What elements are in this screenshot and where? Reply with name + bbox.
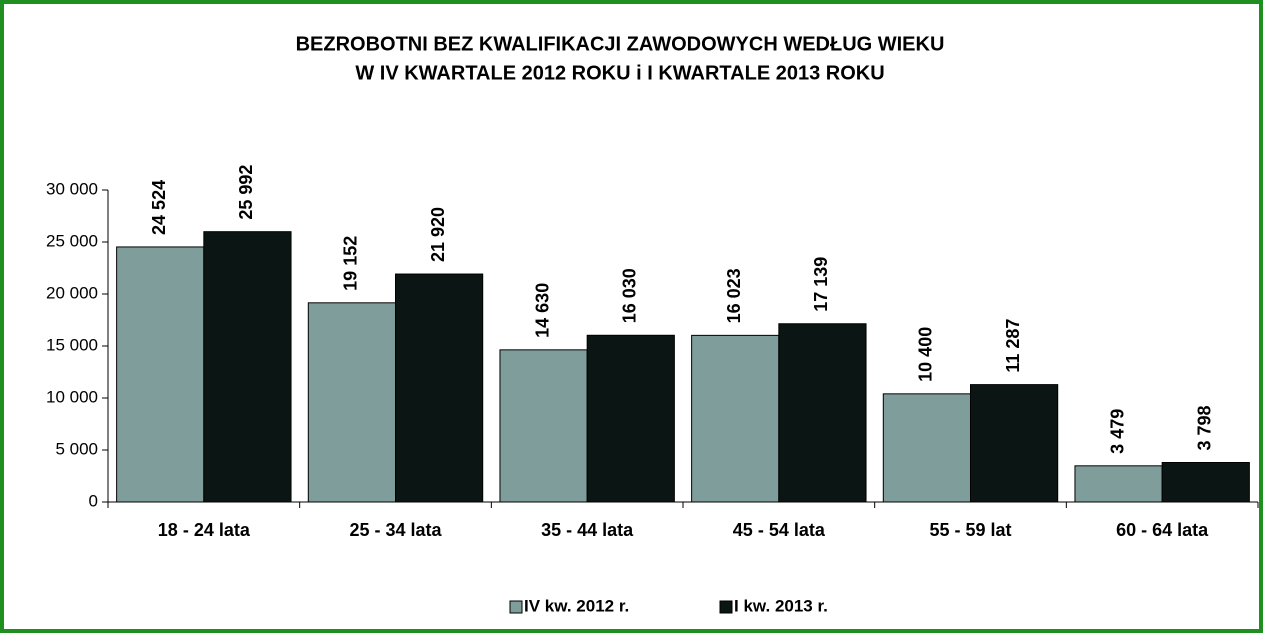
data-label: 25 992: [236, 165, 256, 220]
y-tick-label: 0: [89, 491, 98, 510]
data-label: 3 479: [1107, 409, 1127, 454]
y-tick-label: 25 000: [46, 231, 98, 250]
data-label: 21 920: [428, 207, 448, 262]
chart-title: BEZROBOTNI BEZ KWALIFIKACJI ZAWODOWYCH W…: [296, 33, 945, 55]
x-tick-label: 25 - 34 lata: [349, 520, 442, 540]
bar: [778, 323, 867, 503]
bar: [1161, 462, 1250, 503]
bar: [586, 334, 675, 503]
bar: [691, 334, 780, 503]
bar: [307, 302, 396, 503]
legend-label: IV kw. 2012 r.: [524, 596, 629, 615]
bar: [203, 231, 292, 503]
data-label: 24 524: [149, 180, 169, 235]
x-tick-label: 45 - 54 lata: [733, 520, 826, 540]
x-tick-label: 18 - 24 lata: [158, 520, 251, 540]
bar: [1074, 465, 1163, 503]
y-tick-label: 10 000: [46, 387, 98, 406]
bar: [116, 246, 205, 503]
legend-label: I kw. 2013 r.: [734, 596, 828, 615]
y-tick-label: 5 000: [55, 439, 98, 458]
bar: [882, 393, 972, 503]
legend-swatch: [719, 600, 733, 614]
data-label: 11 287: [1003, 319, 1023, 373]
legend-swatch: [509, 600, 523, 614]
y-tick-label: 30 000: [46, 179, 98, 198]
data-label: 14 630: [532, 283, 552, 338]
data-label: 10 400: [916, 327, 936, 382]
x-tick-label: 55 - 59 lat: [929, 520, 1011, 540]
data-label: 19 152: [341, 236, 361, 291]
y-tick-label: 20 000: [46, 283, 98, 302]
data-label: 16 030: [620, 268, 640, 323]
data-label: 17 139: [811, 257, 831, 312]
bar: [499, 349, 588, 503]
x-tick-label: 60 - 64 lata: [1116, 520, 1209, 540]
y-tick-label: 15 000: [46, 335, 98, 354]
data-label: 3 798: [1195, 405, 1215, 450]
bar: [970, 384, 1059, 503]
chart-title: W IV KWARTALE 2012 ROKU i I KWARTALE 201…: [355, 62, 884, 84]
data-label: 16 023: [724, 268, 744, 323]
x-tick-label: 35 - 44 lata: [541, 520, 634, 540]
bar: [395, 273, 484, 503]
